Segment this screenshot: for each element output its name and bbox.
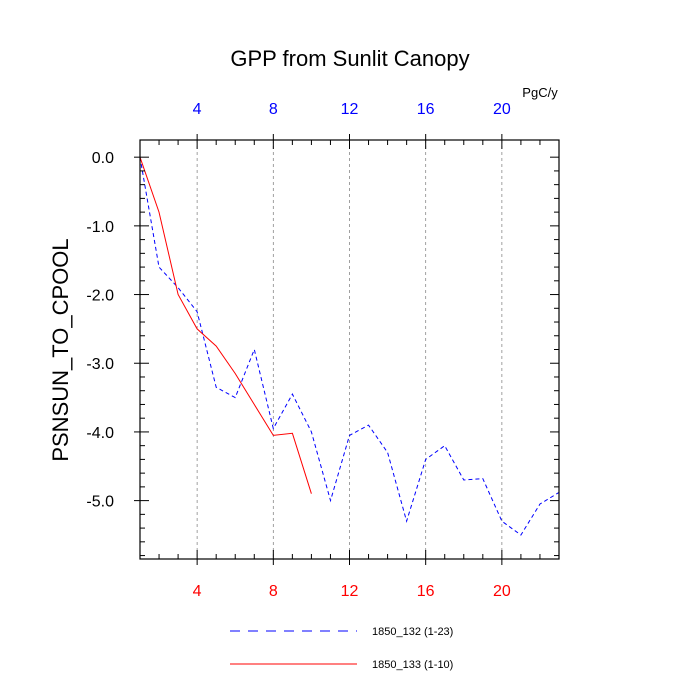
chart-title: GPP from Sunlit Canopy [230, 46, 469, 71]
legend-label: 1850_132 (1-23) [372, 626, 453, 638]
series-line [139, 157, 312, 494]
y-tick-label: -1.0 [86, 219, 114, 236]
y-tick-label: 0.0 [92, 150, 114, 167]
legend: 1850_132 (1-23) 1850_133 (1-10) [230, 626, 453, 671]
y-tick-label: -2.0 [86, 288, 114, 305]
series-layer [139, 157, 560, 536]
x-tick-label-bottom: 16 [417, 583, 435, 600]
x-tick-label-top: 16 [417, 101, 435, 118]
y-tick-label: -4.0 [86, 425, 114, 442]
legend-label: 1850_133 (1-10) [372, 659, 453, 671]
x-tick-label-top: 12 [341, 101, 359, 118]
x-tick-label-top: 8 [269, 101, 278, 118]
x-tick-label-top: 4 [193, 101, 202, 118]
x-tick-label-top: 20 [493, 101, 511, 118]
series-line [139, 157, 560, 536]
y-axis-label: PSNSUN_TO_CPOOL [48, 238, 73, 461]
x-tick-label-bottom: 12 [341, 583, 359, 600]
x-tick-label-bottom: 20 [493, 583, 511, 600]
y-tick-label: -3.0 [86, 356, 114, 373]
units-label: PgC/y [522, 85, 558, 100]
axis-ticks: 4 4 8 8 12 12 16 16 20 20 0.0 -1.0 -2.0 -3.0 -4.0 -5.0 [86, 101, 560, 600]
grid-lines [196, 140, 503, 559]
x-tick-label-bottom: 8 [269, 583, 278, 600]
y-tick-label: -5.0 [86, 494, 114, 511]
x-tick-label-bottom: 4 [193, 583, 202, 600]
